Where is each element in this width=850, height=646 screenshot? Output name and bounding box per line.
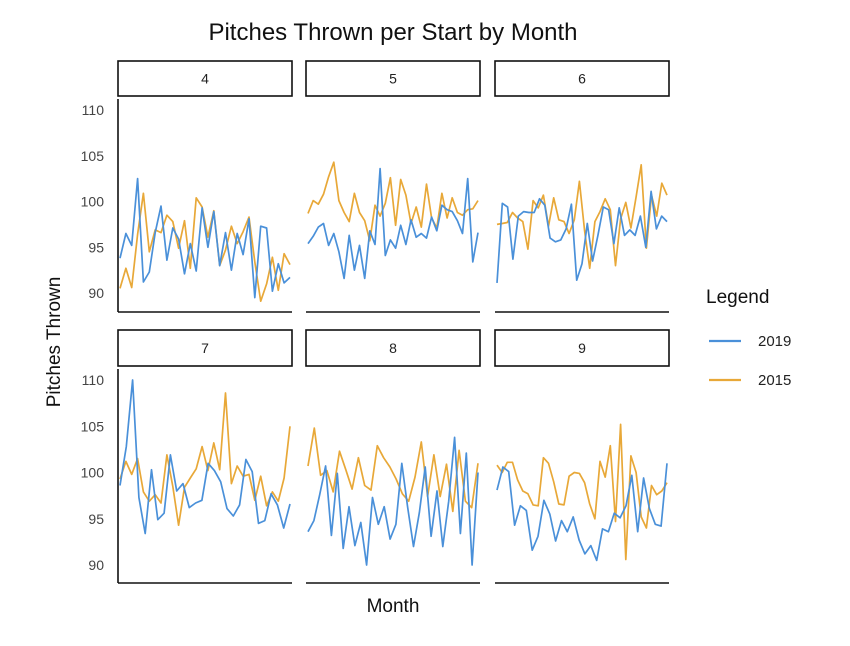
legend-title: Legend [706,287,769,308]
facet-strip [305,60,481,97]
series-line-2015 [496,423,668,561]
facet-panel: 5 [305,60,481,313]
series-line-2019 [496,190,668,283]
facet-strip [117,60,293,97]
facet-strip-label: 6 [578,71,586,87]
facet-strip-label: 4 [201,71,209,87]
facet-panels: 4 90 95 100 105 110 5 6 7 90 95 100 105 110 8 9 [81,60,670,584]
facet-strip-label: 8 [389,340,397,356]
facet-panel: 7 90 95 100 105 110 [81,329,293,584]
y-tick-label: 95 [88,239,104,255]
facet-strip [494,329,670,367]
series-line-2015 [496,164,668,270]
series-line-2015 [119,192,291,303]
series-line-2019 [119,177,291,299]
series-line-2019 [307,436,479,566]
facet-panel: 8 [305,329,481,584]
series-line-2015 [307,427,479,513]
y-tick-label: 105 [81,418,105,434]
facet-strip-label: 5 [389,71,397,87]
legend-label: 2019 [758,333,791,350]
y-tick-label: 110 [82,102,105,118]
facet-panel: 6 [494,60,670,313]
x-axis-label: Month [367,596,420,617]
facet-strip-label: 9 [578,340,586,356]
y-axis-label: Pitches Thrown [44,277,65,408]
facet-strip-label: 7 [201,340,209,356]
legend: Legend 2019 2015 [706,287,791,389]
y-tick-label: 90 [88,557,104,573]
series-line-2019 [307,167,479,280]
legend-label: 2015 [758,372,791,389]
y-tick-label: 100 [81,465,105,481]
y-tick-label: 90 [88,285,104,301]
chart-title: Pitches Thrown per Start by Month [208,19,577,46]
y-tick-label: 110 [82,372,105,388]
series-line-2019 [119,379,291,535]
series-line-2015 [119,392,291,527]
series-line-2015 [307,161,479,242]
y-tick-label: 95 [88,511,104,527]
facet-panel: 4 90 95 100 105 110 [81,60,293,313]
facet-strip [494,60,670,97]
y-tick-label: 100 [81,194,105,210]
facet-strip [117,329,293,367]
legend-entries: 2019 2015 [709,333,791,389]
facet-strip [305,329,481,367]
facet-panel: 9 [494,329,670,584]
series-line-2019 [496,463,668,562]
y-tick-label: 105 [81,148,105,164]
